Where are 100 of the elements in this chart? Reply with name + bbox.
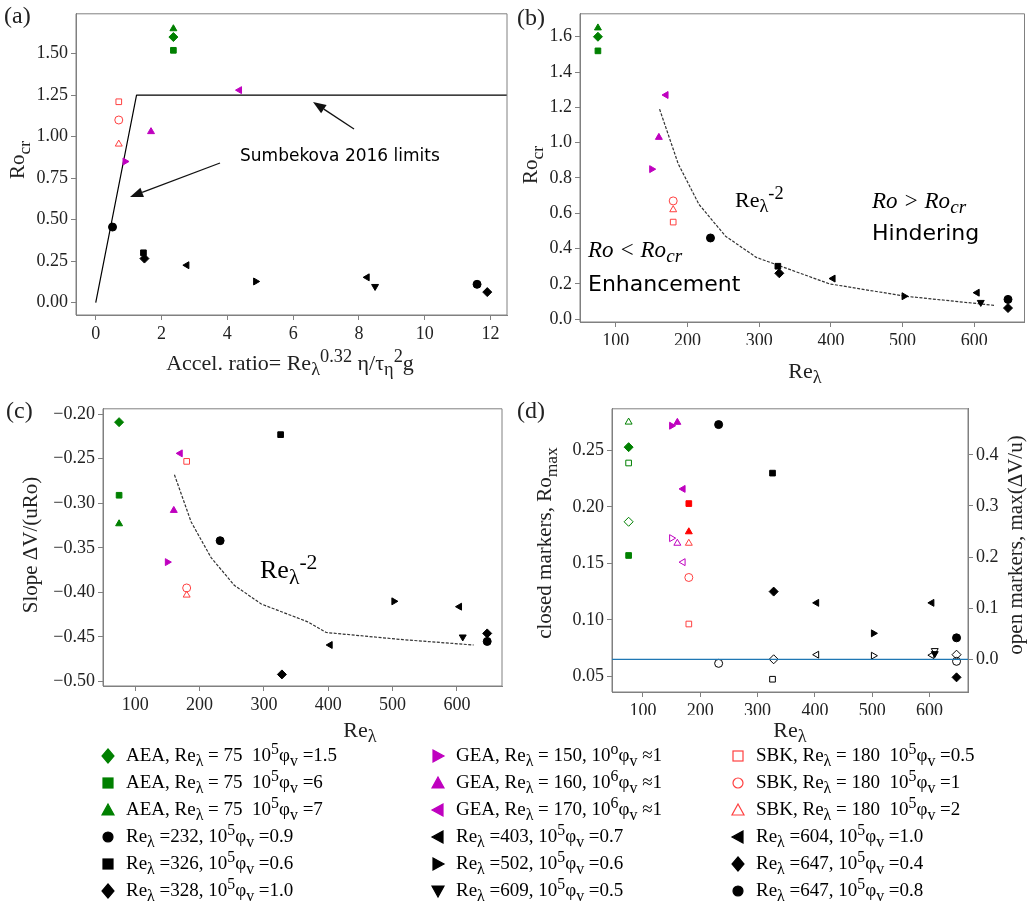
point (623, 516, 634, 527)
point (768, 654, 779, 665)
point (371, 283, 380, 291)
point (625, 552, 632, 559)
x-tick-label: 600 (916, 699, 944, 720)
x-tick-label: 300 (745, 329, 773, 350)
point (952, 656, 962, 666)
point (1003, 294, 1013, 304)
point (705, 233, 715, 243)
point (594, 47, 602, 55)
annotation: Ro < Ro$_{cr}$ (588, 236, 683, 268)
y2-tick-label: 0.3 (976, 494, 999, 515)
point (169, 505, 178, 513)
y2-tick-label: 0.4 (976, 443, 999, 464)
point (714, 420, 724, 430)
point (115, 519, 124, 527)
point (391, 597, 399, 606)
x-tick-label: 500 (858, 699, 886, 720)
point (669, 534, 677, 543)
legend-label: Re$_{λ}$ =232, 10$^{5}$φ$_{v}$ =0.9 (126, 821, 294, 851)
point (951, 672, 962, 683)
x-tick-label: 6 (288, 322, 298, 343)
point (972, 288, 980, 297)
point (768, 586, 779, 597)
chart-title: (c) (6, 397, 33, 424)
annotation: Ro > Ro$_{cr}$ (872, 187, 967, 219)
y-tick-label: 0.15 (572, 552, 604, 573)
legend-label: Re$_{λ}$ =609, 10$^{5}$φ$_{v}$ =0.5 (456, 875, 624, 905)
point (482, 628, 493, 639)
y-tick-label: 1.2 (549, 96, 572, 117)
x-axis-title: Accel. ratio= Re$_{λ}$$^{0.32}$ η/τ$_{η}$$^{2}$g (166, 345, 414, 381)
point (114, 417, 125, 428)
y-tick-label: −0.35 (53, 536, 95, 557)
point (325, 641, 333, 649)
x-tick-label: 400 (817, 329, 845, 350)
legend-label: AEA, Re$_{λ}$ = 75 10$^{5}$φ$_{v}$ =1.5 (126, 740, 338, 770)
legend-label: Re$_{λ}$ =502, 10$^{5}$φ$_{v}$ =0.6 (456, 848, 624, 878)
x-tick-label: 10 (415, 322, 434, 343)
point (235, 86, 243, 95)
point (812, 650, 820, 659)
y-tick-label: 1.0 (549, 131, 572, 152)
point (175, 449, 183, 458)
point (182, 590, 191, 598)
chart-title: (a) (4, 2, 31, 29)
x-tick-label: 8 (354, 322, 364, 343)
point (870, 629, 878, 638)
point (114, 115, 124, 125)
y-tick-label: 0.05 (572, 664, 604, 685)
point (623, 442, 634, 453)
point (472, 279, 482, 289)
point (253, 277, 261, 286)
point (170, 46, 177, 54)
y-tick-label: 0.8 (549, 166, 572, 187)
y2-tick-label: 0.1 (976, 596, 999, 617)
point (927, 598, 935, 607)
y-tick-label: 0.75 (36, 166, 68, 187)
y2-axis-title: open markers, max(ΔV/u) (1002, 435, 1028, 655)
x-tick-label: 100 (602, 329, 630, 350)
point (164, 558, 172, 567)
y-axis-title: Slope ΔV/(uRo) (17, 476, 43, 614)
point (673, 538, 682, 546)
x-axis-title: Re$_{λ}$ (788, 357, 822, 389)
point (669, 421, 677, 430)
annotation: Enhancement (588, 270, 741, 296)
y-tick-label: 0.0 (549, 307, 572, 328)
legend-label: Re$_{λ}$ =647, 10$^{5}$φ$_{v}$ =0.8 (756, 875, 924, 905)
point (684, 538, 693, 546)
point (1003, 303, 1014, 314)
point (276, 669, 287, 680)
point (684, 527, 693, 535)
y-tick-label: 1.25 (36, 83, 68, 104)
point (362, 273, 370, 282)
y-tick-label: −0.40 (53, 581, 95, 602)
point (669, 205, 678, 213)
point (215, 536, 225, 546)
legend-label: AEA, Re$_{λ}$ = 75 10$^{5}$φ$_{v}$ =7 (126, 794, 323, 824)
y-tick-label: 0.2 (549, 272, 572, 293)
legend-label: Re$_{λ}$ =604, 10$^{5}$φ$_{v}$ =1.0 (756, 821, 924, 851)
point (592, 31, 603, 42)
x-tick-label: 600 (443, 693, 471, 714)
point (685, 500, 693, 507)
point (147, 127, 155, 135)
x-axis-title: Re$_{λ}$ (343, 716, 377, 748)
x-tick-label: 500 (379, 693, 407, 714)
legend-label: AEA, Re$_{λ}$ = 75 10$^{5}$φ$_{v}$ =6 (126, 767, 323, 797)
x-tick-label: 4 (222, 322, 232, 343)
point (654, 132, 663, 140)
point (669, 218, 677, 226)
point (122, 157, 130, 166)
point (625, 459, 632, 467)
x-tick-label: 12 (481, 322, 500, 343)
point (678, 484, 686, 493)
point (649, 165, 657, 174)
legend-label: Re$_{λ}$ =403, 10$^{5}$φ$_{v}$ =0.7 (456, 821, 624, 851)
legend-label: SBK, Re$_{λ}$ = 180 10$^{5}$φ$_{v}$ =2 (756, 794, 961, 824)
point (673, 417, 682, 425)
y2-tick-label: 0.0 (976, 648, 999, 669)
x-tick-label: 0 (91, 322, 101, 343)
point (183, 458, 190, 465)
y-tick-label: 0.50 (36, 208, 68, 229)
